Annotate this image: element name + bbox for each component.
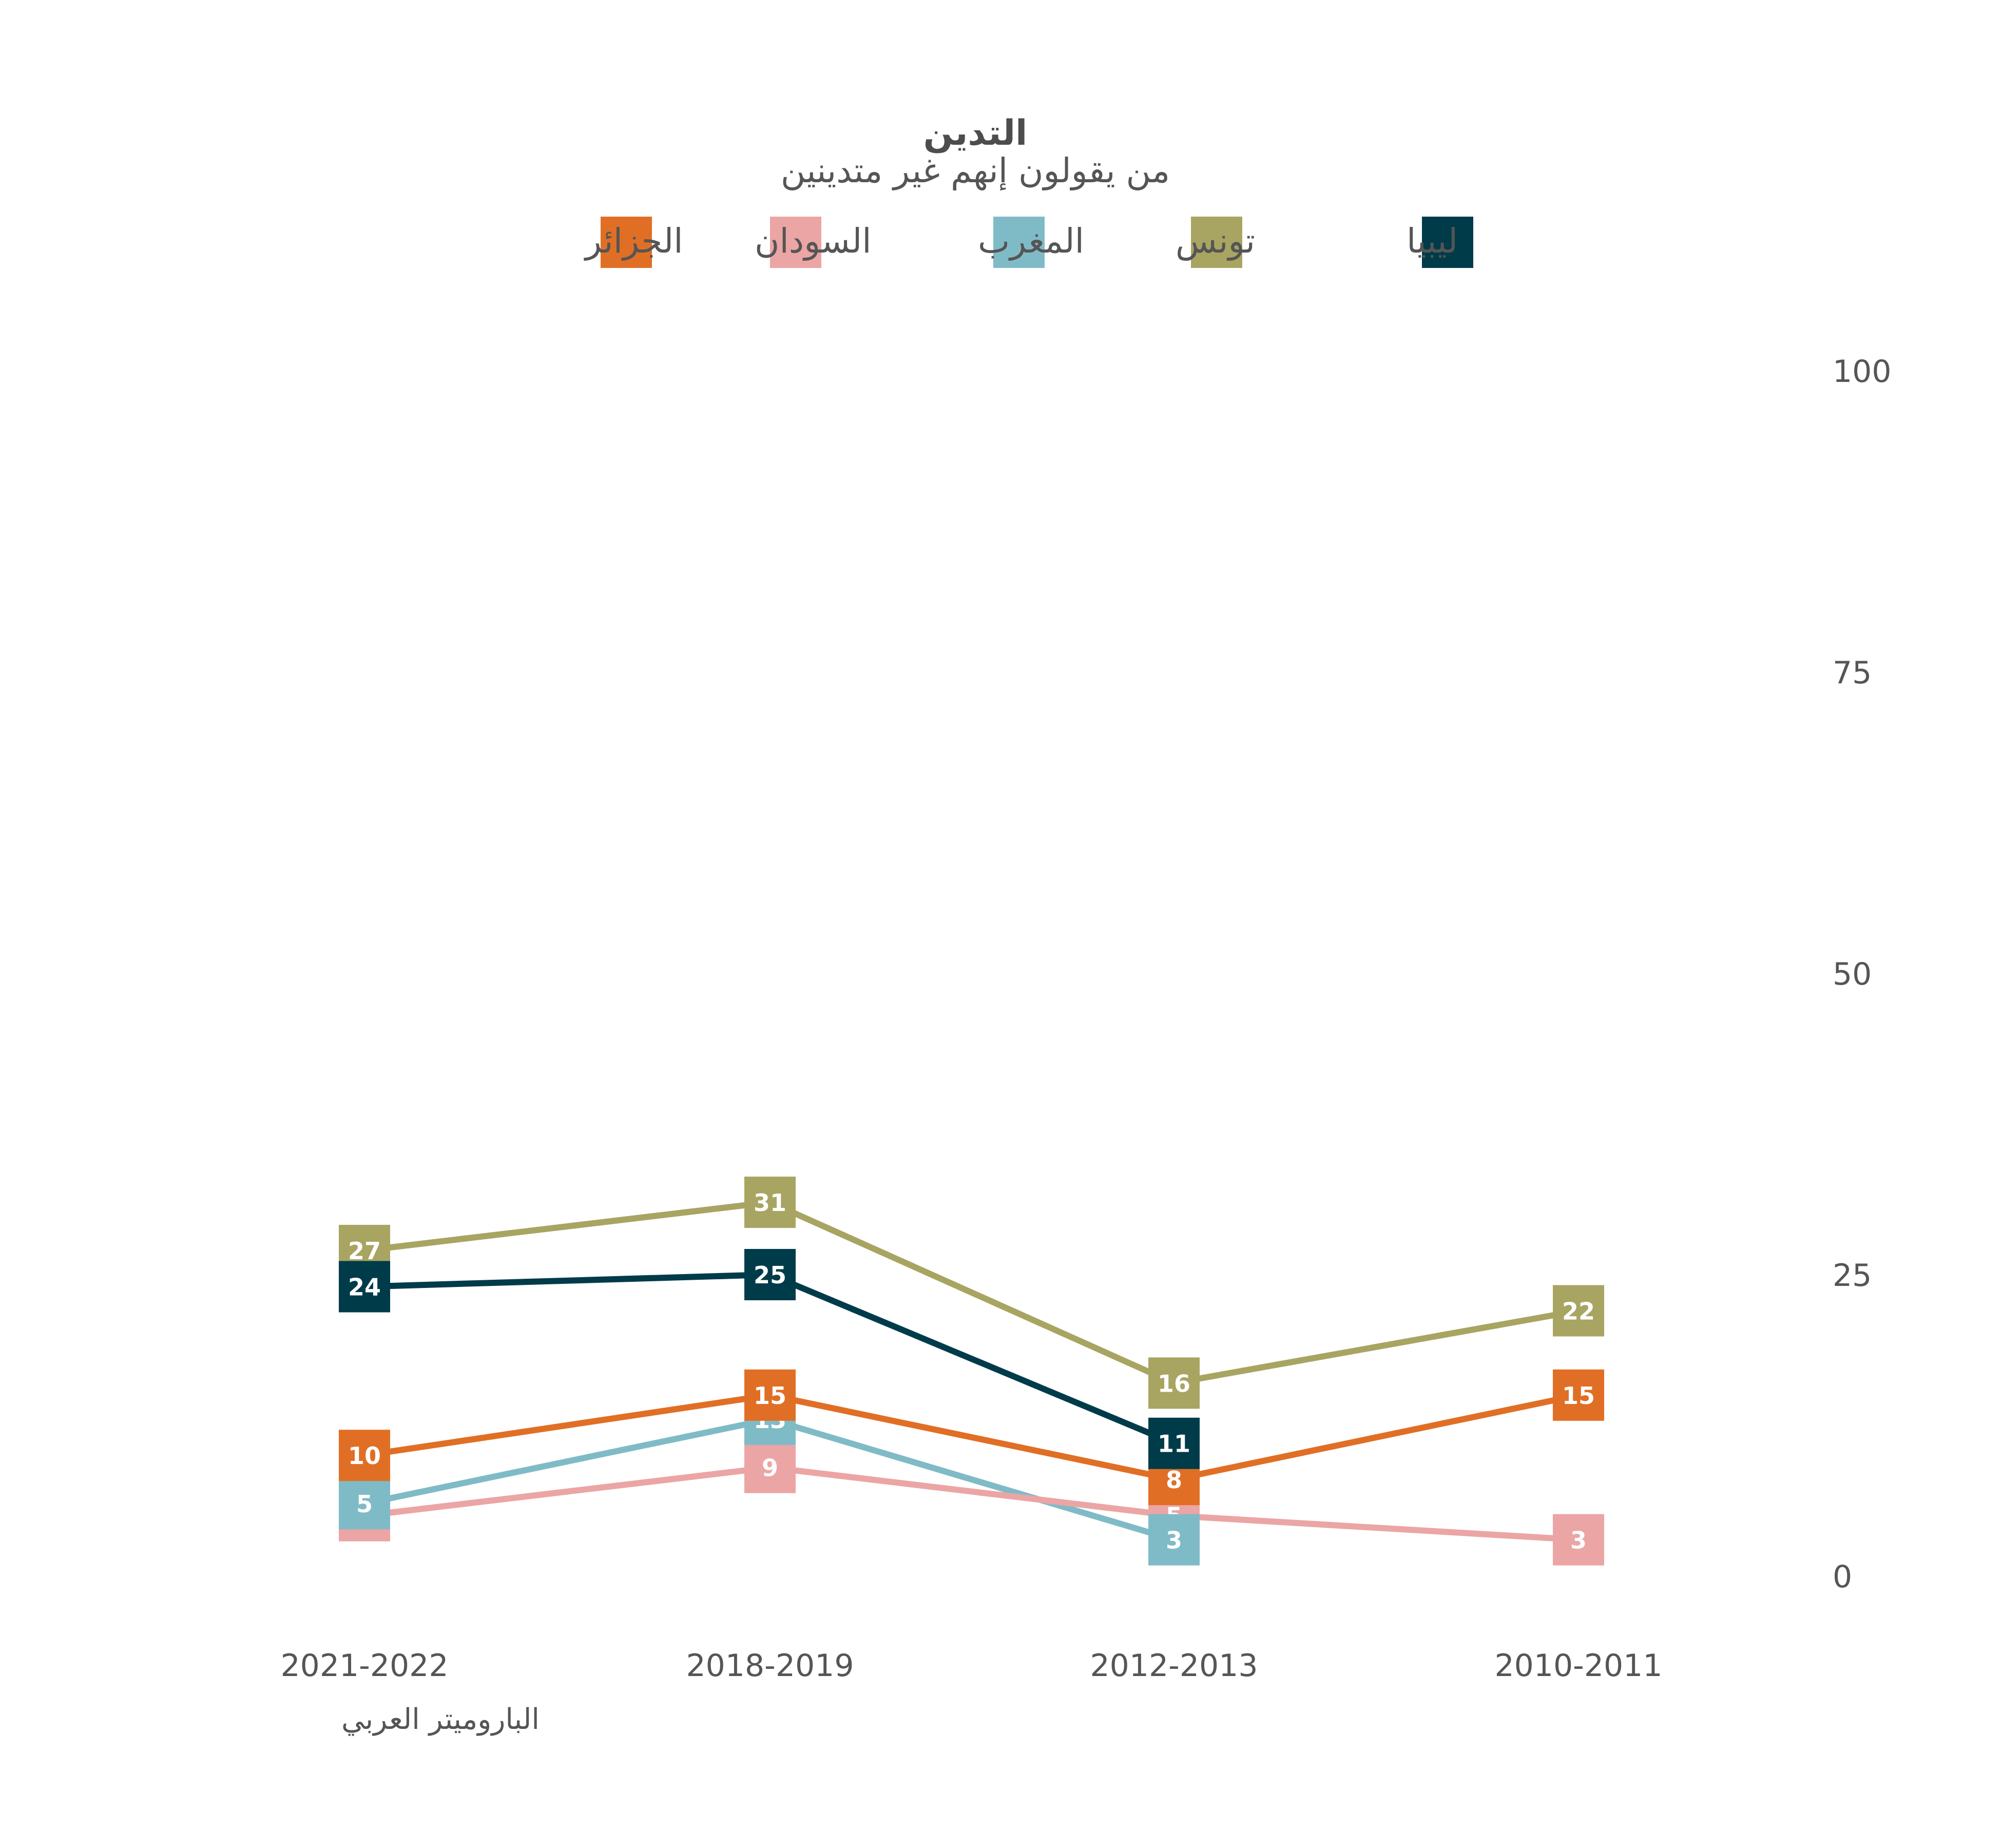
series-line-3	[364, 1464, 1579, 1543]
legend-item-4: الجزائر	[584, 217, 683, 268]
data-point-4-0	[339, 1430, 390, 1481]
data-label-1-3: 22	[1562, 1297, 1595, 1325]
series-markers: 9535133101581527311622242511	[339, 1177, 1604, 1566]
series-lines	[363, 1199, 1580, 1543]
x-tick-label-2: 2012-2013	[1090, 1648, 1258, 1684]
legend-swatch-0	[1422, 217, 1473, 268]
data-label-4-0: 10	[348, 1442, 381, 1470]
data-label-0-1: 25	[754, 1261, 786, 1289]
chart-subtitle: من يقولون إنهم غير متدينين	[781, 151, 1170, 191]
chart-title: التدين	[923, 113, 1028, 153]
legend: ليبيا تونس المغرب السودان الجزائر	[584, 217, 1473, 268]
data-point-2-2	[1148, 1514, 1200, 1566]
chart-source: الباروميتر العربي	[341, 1703, 540, 1736]
data-point-4-3	[1553, 1369, 1604, 1421]
data-label-2-2: 3	[1166, 1527, 1182, 1554]
data-label-1-2: 16	[1158, 1370, 1190, 1397]
data-label-1-1: 31	[754, 1189, 786, 1217]
legend-item-1: تونس	[1176, 217, 1255, 268]
data-label-0-2: 11	[1158, 1430, 1190, 1458]
series-line-1	[364, 1199, 1580, 1387]
data-label-4-3: 15	[1562, 1382, 1595, 1410]
data-point-0-0	[339, 1261, 390, 1313]
data-label-1-0: 27	[348, 1237, 381, 1265]
data-label-4-1: 15	[754, 1382, 786, 1410]
legend-swatch-2	[993, 217, 1045, 268]
data-point-3-1	[744, 1441, 796, 1493]
x-tick-label-1: 2018-2019	[686, 1648, 854, 1684]
data-label-3-3: 3	[1570, 1527, 1587, 1554]
data-point-0-1	[744, 1249, 796, 1300]
legend-label-1: تونس	[1176, 221, 1255, 261]
data-point-3-3	[1553, 1514, 1604, 1566]
y-tick-label-1: 25	[1833, 1258, 1872, 1294]
x-tick-label-3: 2010-2011	[1494, 1648, 1662, 1684]
y-axis: 0 25 50 75 100	[1833, 354, 1892, 1595]
data-label-4-2: 8	[1166, 1466, 1182, 1494]
data-point-4-1	[744, 1369, 796, 1421]
data-label-3-1: 9	[762, 1454, 778, 1482]
y-tick-label-3: 75	[1833, 655, 1872, 691]
legend-swatch-4	[601, 217, 652, 268]
legend-item-3: السودان	[755, 217, 872, 268]
legend-label-2: المغرب	[978, 221, 1084, 261]
data-point-1-3	[1553, 1285, 1604, 1337]
y-tick-label-0: 0	[1833, 1559, 1852, 1595]
legend-item-2: المغرب	[978, 217, 1084, 268]
data-point-1-2	[1148, 1357, 1200, 1409]
y-tick-label-2: 50	[1833, 956, 1872, 992]
data-label-2-0: 5	[356, 1490, 373, 1518]
series-line-4	[364, 1392, 1580, 1483]
x-axis: 2021-2022 2018-2019 2012-2013 2010-2011	[280, 1648, 1662, 1684]
legend-label-4: الجزائر	[584, 221, 683, 261]
data-point-0-2	[1148, 1417, 1200, 1469]
data-point-1-1	[744, 1177, 796, 1228]
legend-swatch-1	[1191, 217, 1242, 268]
legend-label-3: السودان	[755, 221, 872, 261]
y-tick-label-4: 100	[1833, 354, 1892, 390]
legend-item-0: ليبيا	[1407, 217, 1473, 268]
legend-swatch-3	[770, 217, 821, 268]
legend-label-0: ليبيا	[1407, 221, 1458, 261]
x-tick-label-0: 2021-2022	[280, 1648, 448, 1684]
data-label-0-0: 24	[348, 1273, 381, 1301]
data-point-2-0	[339, 1478, 390, 1530]
